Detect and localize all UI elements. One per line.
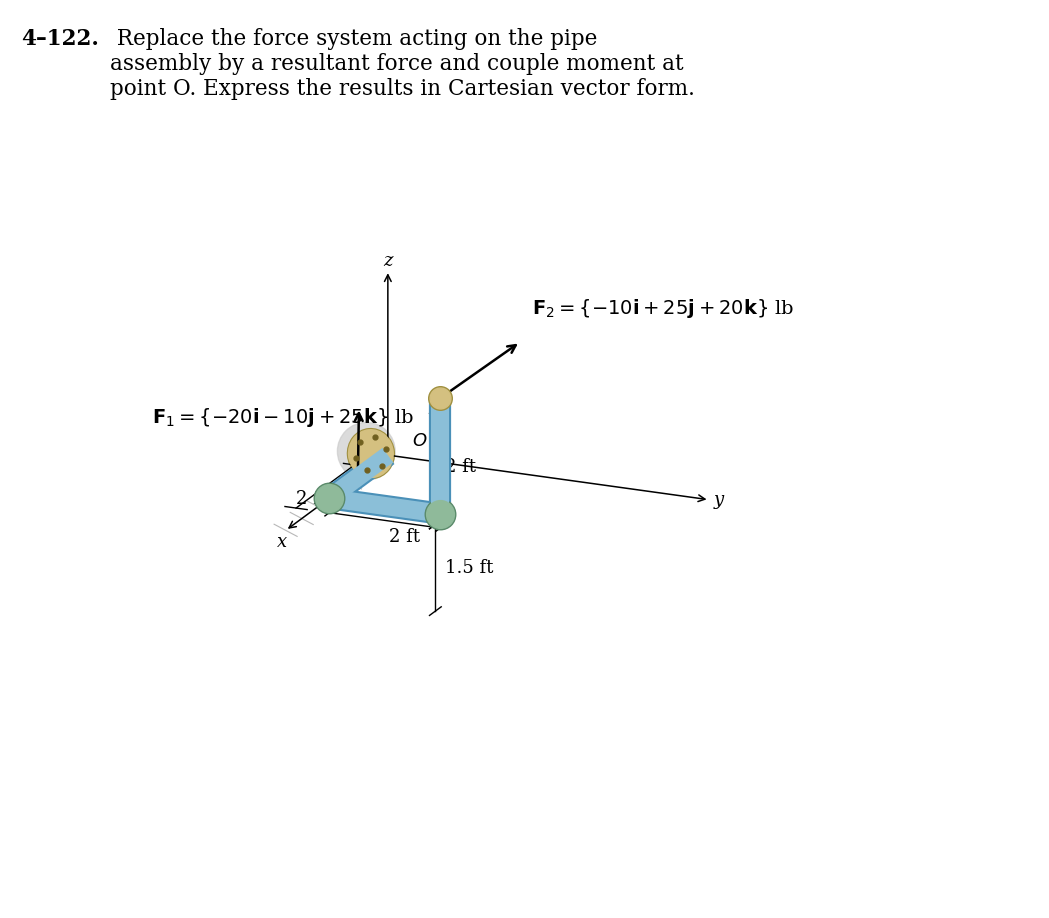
Text: y: y xyxy=(713,491,724,509)
Text: 2 ft: 2 ft xyxy=(296,490,327,509)
Text: $O$: $O$ xyxy=(412,432,428,450)
Text: x: x xyxy=(277,533,286,551)
Text: 4–122.: 4–122. xyxy=(21,28,99,50)
Text: 1.5 ft: 1.5 ft xyxy=(445,559,493,577)
Ellipse shape xyxy=(338,422,395,480)
Text: z: z xyxy=(383,252,392,270)
Text: $\mathbf{F}_1 = \{-20\mathbf{i} - 10\mathbf{j} + 25\mathbf{k}\}$ lb: $\mathbf{F}_1 = \{-20\mathbf{i} - 10\mat… xyxy=(152,406,414,429)
Text: Replace the force system acting on the pipe
assembly by a resultant force and co: Replace the force system acting on the p… xyxy=(110,28,695,100)
Text: 2 ft: 2 ft xyxy=(388,528,420,546)
Text: 2 ft: 2 ft xyxy=(445,458,475,476)
Ellipse shape xyxy=(348,430,393,477)
Text: $\mathbf{F}_2 = \{-10\mathbf{i} + 25\mathbf{j} + 20\mathbf{k}\}$ lb: $\mathbf{F}_2 = \{-10\mathbf{i} + 25\mat… xyxy=(532,297,794,320)
